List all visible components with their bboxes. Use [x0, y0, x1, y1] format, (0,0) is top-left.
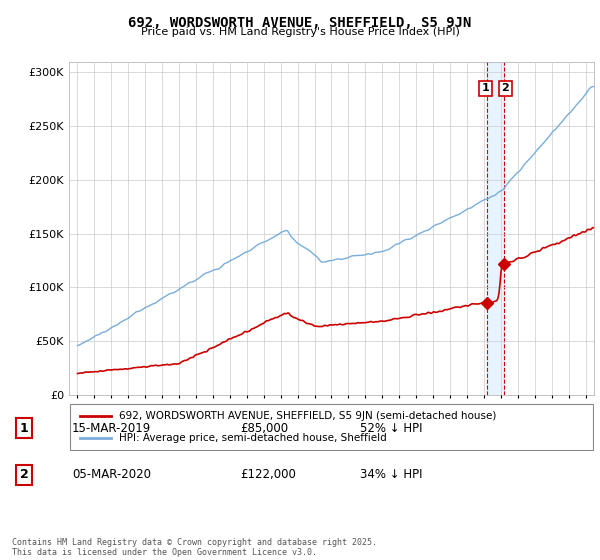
Text: 1: 1 [482, 83, 490, 94]
Text: 52% ↓ HPI: 52% ↓ HPI [360, 422, 422, 435]
Text: 692, WORDSWORTH AVENUE, SHEFFIELD, S5 9JN: 692, WORDSWORTH AVENUE, SHEFFIELD, S5 9J… [128, 16, 472, 30]
Bar [487, 62, 504, 395]
Text: £122,000: £122,000 [240, 468, 296, 481]
Text: Contains HM Land Registry data © Crown copyright and database right 2025.
This d: Contains HM Land Registry data © Crown c… [12, 538, 377, 557]
Text: 1: 1 [20, 422, 28, 435]
FancyBboxPatch shape [70, 404, 593, 450]
Text: 05-MAR-2020: 05-MAR-2020 [72, 468, 151, 481]
Text: 34% ↓ HPI: 34% ↓ HPI [360, 468, 422, 481]
Text: 692, WORDSWORTH AVENUE, SHEFFIELD, S5 9JN (semi-detached house): 692, WORDSWORTH AVENUE, SHEFFIELD, S5 9J… [119, 411, 496, 421]
Text: 2: 2 [20, 468, 28, 481]
Text: Price paid vs. HM Land Registry's House Price Index (HPI): Price paid vs. HM Land Registry's House … [140, 27, 460, 37]
Text: 15-MAR-2019: 15-MAR-2019 [72, 422, 151, 435]
Text: 2: 2 [502, 83, 509, 94]
Text: HPI: Average price, semi-detached house, Sheffield: HPI: Average price, semi-detached house,… [119, 433, 386, 443]
Text: £85,000: £85,000 [240, 422, 288, 435]
